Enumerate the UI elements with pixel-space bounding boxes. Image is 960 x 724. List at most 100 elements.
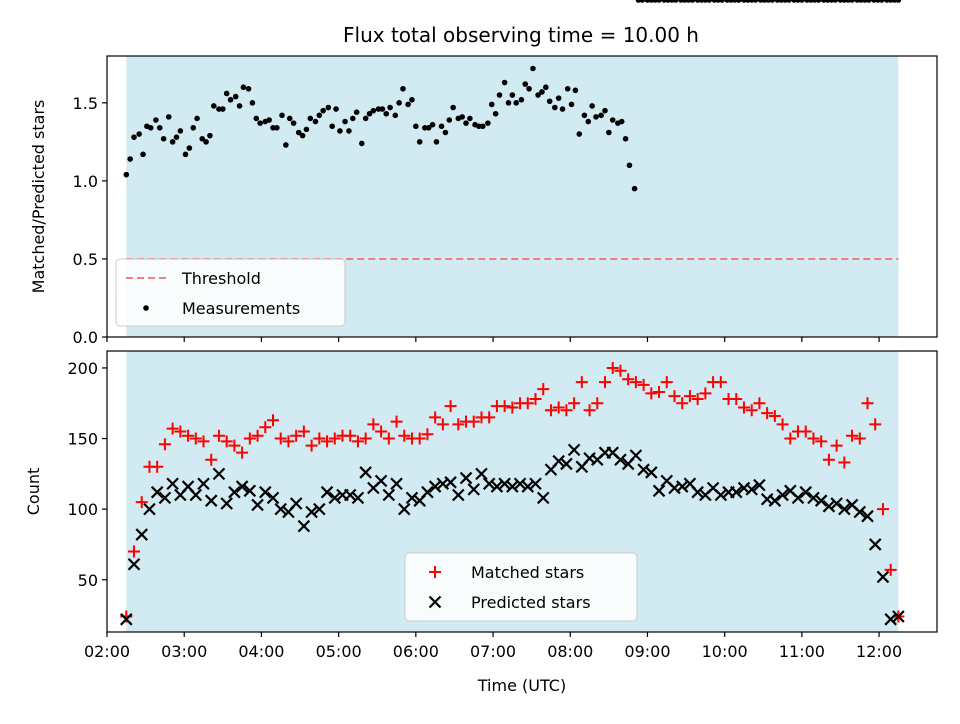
matched-point [776, 418, 789, 431]
legend-label: Measurements [182, 299, 300, 318]
measurement-point [769, 0, 776, 3]
y-tick-label: 0.5 [73, 250, 98, 269]
predicted-point [405, 491, 419, 505]
matched-point [645, 387, 658, 400]
measurement-point [878, 0, 885, 3]
measurement-point [274, 125, 280, 131]
measurement-point [329, 123, 335, 130]
measurement-point [799, 0, 805, 3]
predicted-point [506, 480, 519, 493]
predicted-point [498, 477, 511, 491]
measurement-point [488, 101, 495, 108]
matched-point [182, 429, 195, 442]
matched-point [653, 385, 666, 398]
top-panel: 0.0 0.5 1.0 1.5 Matched/Predicted stars Thres… [29, 0, 938, 347]
predicted-point [567, 443, 581, 457]
predicted-point [614, 453, 627, 467]
predicted-point [513, 477, 527, 491]
predicted-point [753, 478, 766, 492]
matched-point [714, 376, 727, 389]
matched-point [876, 503, 889, 516]
measurement-point [476, 123, 482, 130]
measurement-point [496, 92, 503, 98]
predicted-point [189, 488, 203, 502]
predicted-point [197, 477, 210, 491]
matched-point [529, 393, 542, 406]
measurement-point [631, 185, 638, 192]
matched-point [267, 414, 279, 427]
matched-point [676, 397, 689, 410]
legend-label: Predicted stars [471, 593, 591, 612]
measurement-point [736, 0, 742, 3]
matched-point [730, 393, 743, 406]
matched-point [745, 404, 758, 417]
measurement-point [606, 129, 612, 136]
measurement-point [433, 139, 440, 145]
matched-point [259, 421, 272, 434]
matched-point [691, 393, 704, 406]
measurement-point [165, 114, 172, 120]
predicted-point [529, 477, 542, 491]
x-tick-label: 06:00 [393, 642, 439, 661]
predicted-point [166, 477, 179, 491]
measurement-point [572, 87, 579, 94]
y-axis-label: Matched/Predicted stars [29, 100, 48, 294]
predicted-point [876, 570, 890, 584]
matched-point [328, 432, 341, 445]
matched-point [429, 411, 442, 424]
measurement-point [312, 118, 319, 125]
predicted-point [822, 500, 836, 513]
measurement-point [232, 93, 239, 100]
measurement-point [463, 120, 469, 126]
measurement-point [492, 110, 499, 117]
legend-matched-swatch [429, 566, 441, 578]
predicted-point [729, 485, 743, 499]
measurement-point [626, 162, 633, 169]
predicted-point [691, 485, 704, 499]
legend-frame [404, 552, 638, 622]
axes-frame [106, 55, 938, 338]
measurement-point [526, 85, 532, 92]
matched-point [768, 409, 781, 422]
matched-point [521, 397, 534, 410]
matched-point [699, 387, 712, 400]
matched-point [568, 397, 581, 410]
matched-point [583, 404, 596, 417]
predicted-point [158, 491, 172, 505]
measurement-point [539, 89, 545, 95]
measurement-point [283, 142, 289, 148]
measurement-point [706, 0, 713, 3]
measurement-point [422, 125, 428, 131]
measurement-point [131, 134, 137, 140]
x-tick-label: 11:00 [779, 642, 825, 661]
predicted-point [629, 449, 643, 462]
predicted-point [351, 491, 365, 505]
predicted-point [776, 488, 789, 502]
y-tick-label: 1.5 [73, 94, 98, 113]
measurement-point [169, 139, 176, 145]
measurement-point [405, 101, 411, 108]
measurement-point [236, 103, 243, 109]
matched-point [544, 404, 557, 417]
measurement-point [559, 106, 566, 112]
measurement-point [316, 112, 323, 119]
measurement-point [576, 131, 583, 137]
measurement-point [353, 109, 360, 115]
y-tick-label: 150 [67, 430, 98, 449]
measurement-point [442, 129, 449, 136]
measurement-point [156, 125, 163, 131]
measurement-point [438, 123, 445, 130]
legend-predicted-swatch [428, 595, 442, 609]
measurement-point [366, 110, 373, 117]
predicted-point [652, 484, 666, 498]
matched-point [737, 401, 750, 414]
measurement-point [622, 135, 629, 142]
matched-point [421, 428, 434, 441]
predicted-point [397, 502, 411, 516]
matched-point [166, 422, 179, 435]
matched-point [629, 376, 642, 389]
predicted-point [892, 610, 905, 623]
x-tick-label: 05:00 [316, 642, 362, 661]
